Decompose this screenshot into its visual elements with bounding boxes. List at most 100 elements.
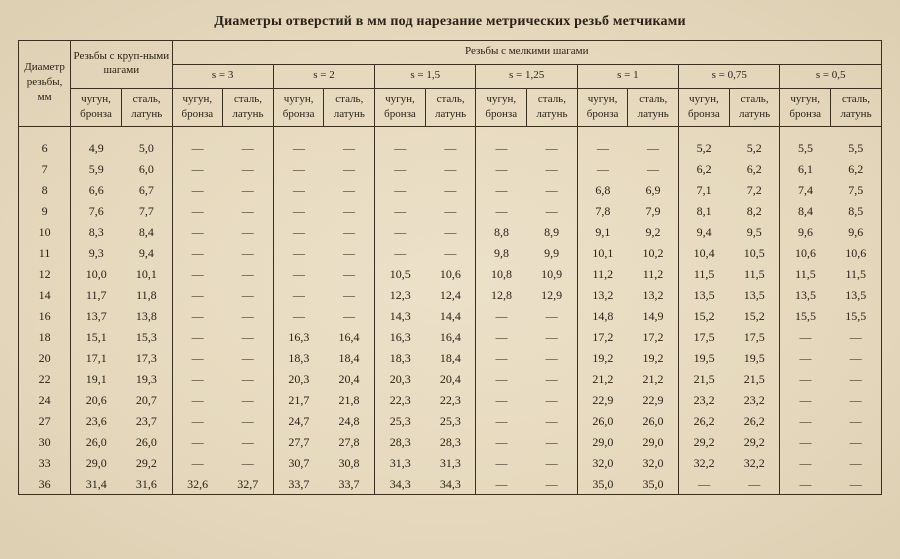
cell-value: — [223, 410, 274, 431]
cell-value: — [780, 368, 831, 389]
cell-value: — [527, 473, 578, 495]
spacer-cell [577, 127, 628, 138]
cell-value: 7,1 [679, 179, 730, 200]
table-row: 2219,119,3——20,320,420,320,4——21,221,221… [19, 368, 882, 389]
col-brass: сталь, латунь [324, 88, 375, 127]
cell-value: 10,1 [121, 263, 172, 284]
cell-value: — [324, 242, 375, 263]
cell-value: — [223, 431, 274, 452]
cell-value: 6,7 [121, 179, 172, 200]
cell-diameter: 9 [19, 200, 71, 221]
cell-value: 32,7 [223, 473, 274, 495]
cell-value: — [223, 137, 274, 158]
cell-value: 15,3 [121, 326, 172, 347]
cell-value: 35,0 [628, 473, 679, 495]
col-iron: чугун, бронза [71, 88, 122, 127]
cell-value: — [527, 410, 578, 431]
cell-value: — [375, 221, 426, 242]
table-row: 1613,713,8————14,314,4——14,814,915,215,2… [19, 305, 882, 326]
cell-value: 5,2 [729, 137, 780, 158]
spacer-cell [273, 127, 324, 138]
cell-value: — [476, 158, 527, 179]
cell-value: 19,2 [577, 347, 628, 368]
cell-diameter: 11 [19, 242, 71, 263]
cell-value: 29,0 [577, 431, 628, 452]
cell-value: 15,5 [780, 305, 831, 326]
cell-value: 11,2 [628, 263, 679, 284]
cell-value: — [324, 221, 375, 242]
col-iron: чугун, бронза [577, 88, 628, 127]
cell-value: — [273, 305, 324, 326]
cell-value: — [780, 410, 831, 431]
cell-value: 10,6 [780, 242, 831, 263]
spacer-cell [527, 127, 578, 138]
cell-value: 18,4 [425, 347, 476, 368]
cell-value: — [527, 305, 578, 326]
spacer-cell [223, 127, 274, 138]
cell-value: 14,4 [425, 305, 476, 326]
cell-value: — [172, 284, 223, 305]
cell-value: 29,2 [679, 431, 730, 452]
col-s15: s = 1,5 [375, 64, 476, 88]
cell-value: — [831, 347, 882, 368]
cell-value: 26,0 [71, 431, 122, 452]
cell-value: — [223, 263, 274, 284]
cell-value: 23,6 [71, 410, 122, 431]
spacer-cell [628, 127, 679, 138]
table-row: 86,66,7————————6,86,97,17,27,47,5 [19, 179, 882, 200]
cell-value: 7,2 [729, 179, 780, 200]
cell-value: — [172, 347, 223, 368]
cell-value: — [324, 284, 375, 305]
cell-value: 21,5 [679, 368, 730, 389]
cell-value: 25,3 [425, 410, 476, 431]
col-iron: чугун, бронза [679, 88, 730, 127]
table-row: 3631,431,632,632,733,733,734,334,3——35,0… [19, 473, 882, 495]
cell-value: — [527, 137, 578, 158]
cell-value: 10,8 [476, 263, 527, 284]
cell-value: 14,8 [577, 305, 628, 326]
cell-value: 10,4 [679, 242, 730, 263]
cell-value: 19,5 [679, 347, 730, 368]
cell-value: — [831, 431, 882, 452]
cell-value: — [476, 389, 527, 410]
cell-value: 24,8 [324, 410, 375, 431]
cell-value: — [375, 137, 426, 158]
cell-value: 5,2 [679, 137, 730, 158]
cell-value: 10,6 [425, 263, 476, 284]
cell-value: 25,3 [375, 410, 426, 431]
cell-value: 9,5 [729, 221, 780, 242]
cell-value: — [375, 158, 426, 179]
cell-value: 31,4 [71, 473, 122, 495]
cell-value: 16,3 [375, 326, 426, 347]
cell-value: 9,3 [71, 242, 122, 263]
cell-value: — [223, 242, 274, 263]
cell-value: — [324, 137, 375, 158]
cell-value: 17,5 [729, 326, 780, 347]
col-brass: сталь, латунь [628, 88, 679, 127]
cell-value: 7,9 [628, 200, 679, 221]
cell-value: 33,7 [273, 473, 324, 495]
cell-value: — [223, 305, 274, 326]
cell-value: 6,0 [121, 158, 172, 179]
cell-value: 17,3 [121, 347, 172, 368]
cell-value: 31,6 [121, 473, 172, 495]
cell-value: — [223, 347, 274, 368]
cell-value: 29,2 [121, 452, 172, 473]
cell-value: — [831, 389, 882, 410]
cell-diameter: 14 [19, 284, 71, 305]
cell-value: — [223, 200, 274, 221]
col-coarse: Резьбы с круп-ными шагами [71, 41, 172, 89]
col-diameter: Диаметр резьбы, мм [19, 41, 71, 127]
table-row: 2723,623,7——24,724,825,325,3——26,026,026… [19, 410, 882, 431]
cell-value: 18,3 [273, 347, 324, 368]
cell-value: — [476, 305, 527, 326]
cell-value: 23,7 [121, 410, 172, 431]
cell-value: — [324, 263, 375, 284]
cell-value: — [273, 221, 324, 242]
cell-value: 21,7 [273, 389, 324, 410]
cell-value: — [223, 284, 274, 305]
cell-value: — [172, 431, 223, 452]
cell-value: 17,2 [577, 326, 628, 347]
cell-value: — [223, 368, 274, 389]
cell-value: — [172, 263, 223, 284]
